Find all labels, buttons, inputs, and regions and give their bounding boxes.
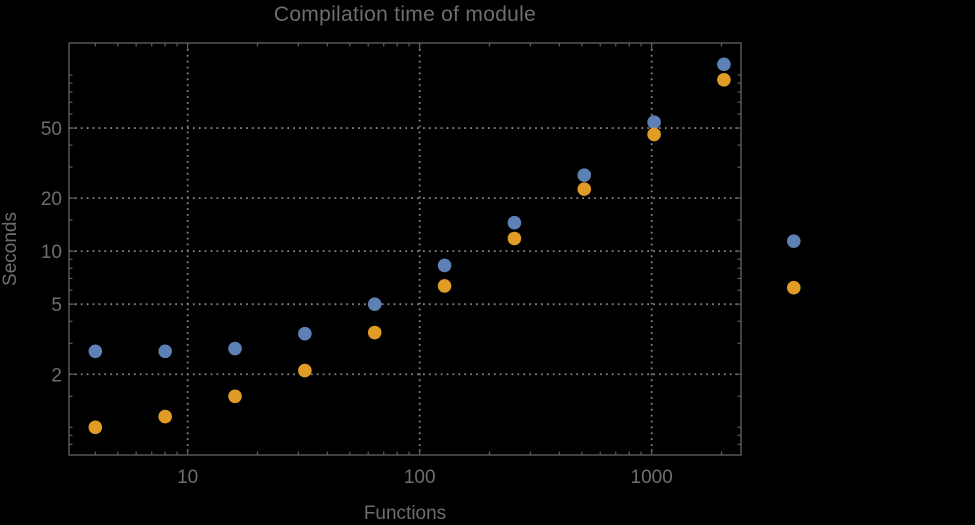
blue-data-point [507, 215, 522, 230]
blue-data-point [228, 341, 242, 356]
x-axis-label: Functions [363, 503, 447, 524]
orange-data-point [507, 231, 522, 246]
orange-data-point [717, 72, 731, 87]
orange-data-point [298, 363, 312, 378]
y-tick-label: 20 [41, 189, 62, 210]
y-tick-label: 5 [51, 295, 62, 316]
plot-frame [68, 42, 742, 456]
orange-data-point [228, 389, 242, 404]
blue-data-point [367, 297, 382, 311]
blue-data-point [717, 57, 731, 72]
orange-data-point [647, 127, 661, 142]
blue-data-point [298, 326, 312, 341]
y-tick-label: 2 [51, 365, 62, 386]
chart-title: Compilation time of module [273, 3, 537, 26]
blue-data-point [158, 344, 172, 359]
orange-data-point [88, 420, 103, 435]
orange-data-point [367, 325, 382, 340]
y-tick-label: 10 [41, 242, 62, 263]
x-tick-label: 100 [404, 467, 436, 488]
x-tick-label: 10 [177, 467, 198, 488]
blue-data-point [577, 168, 592, 182]
blue-data-point [88, 344, 103, 359]
orange-data-point [158, 409, 172, 424]
orange-data-point [437, 279, 452, 293]
x-tick-label: 1000 [631, 467, 673, 488]
blue-data-point [647, 115, 661, 129]
blue-data-point [786, 234, 801, 248]
blue-data-point [437, 258, 452, 273]
y-axis-label: Seconds [0, 212, 21, 286]
orange-data-point [786, 280, 801, 295]
orange-data-point [577, 182, 592, 196]
y-tick-label: 50 [41, 119, 62, 140]
